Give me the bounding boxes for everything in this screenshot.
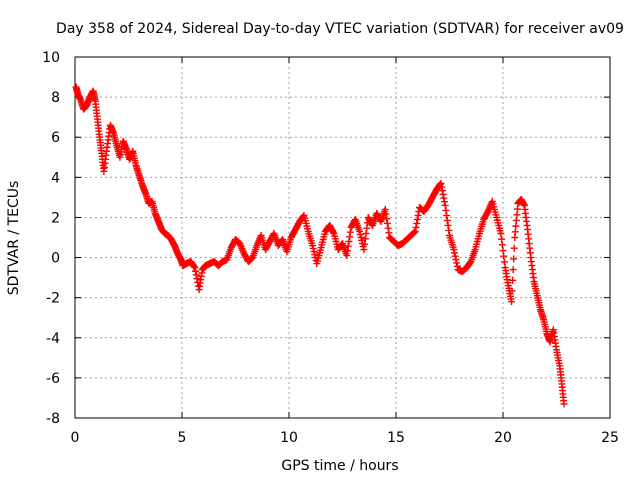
y-tick-label: 8 [51, 90, 60, 106]
data-point [361, 240, 369, 248]
data-point [509, 276, 517, 284]
data-point [329, 228, 337, 236]
data-point [453, 259, 461, 267]
data-point [381, 205, 389, 213]
data-point [412, 223, 420, 231]
data-point [383, 215, 391, 223]
y-axis-label: SDTVAR / TECUs [6, 181, 22, 296]
data-point [383, 219, 391, 227]
data-point [499, 247, 507, 255]
y-tick-label: -8 [46, 411, 60, 427]
data-point [437, 179, 445, 187]
data-points [72, 83, 568, 408]
data-point [346, 233, 354, 241]
y-tick-label: 6 [51, 130, 60, 146]
data-point [439, 190, 447, 198]
data-point [346, 228, 354, 236]
x-tick-labels: 0 5 10 15 20 25 [71, 430, 619, 446]
data-point [452, 256, 460, 264]
data-point [193, 275, 201, 283]
y-tick-label: 0 [51, 251, 60, 267]
data-point [500, 252, 508, 260]
data-point [343, 247, 351, 255]
data-point [360, 246, 368, 254]
data-point [508, 298, 516, 306]
data-point [498, 235, 506, 243]
data-point [444, 221, 452, 229]
data-point [443, 216, 451, 224]
data-point [384, 224, 392, 232]
y-tick-label: 2 [51, 210, 60, 226]
y-tick-label: -6 [46, 371, 60, 387]
grid-lines [75, 57, 610, 418]
x-tick-label: 0 [71, 430, 80, 446]
y-tick-label: -2 [46, 291, 60, 307]
data-point [413, 219, 421, 227]
data-point [451, 252, 459, 260]
data-point [192, 267, 200, 275]
data-point [497, 229, 505, 237]
x-axis-label: GPS time / hours [281, 458, 398, 474]
data-point [361, 235, 369, 243]
data-point [508, 287, 516, 295]
data-point [438, 187, 446, 195]
data-point [362, 229, 370, 237]
data-point [363, 224, 371, 232]
x-tick-label: 25 [601, 430, 619, 446]
data-point [190, 263, 198, 271]
data-point [413, 215, 421, 223]
data-point [382, 210, 390, 218]
data-point [498, 241, 506, 249]
x-tick-label: 5 [178, 430, 187, 446]
data-point [450, 249, 458, 257]
data-point [345, 238, 353, 246]
data-point [414, 211, 422, 219]
axis-ticks [74, 56, 611, 419]
data-point [343, 252, 351, 260]
x-tick-label: 20 [494, 430, 512, 446]
y-tick-label: 4 [51, 170, 60, 186]
data-point [510, 255, 518, 263]
data-point [443, 211, 451, 219]
y-tick-label: 10 [42, 50, 60, 66]
data-point [445, 226, 453, 234]
data-point [500, 258, 508, 266]
data-point [560, 400, 568, 408]
plot-frame [74, 56, 611, 419]
data-point [510, 244, 518, 252]
data-point [191, 264, 199, 272]
data-point [450, 246, 458, 254]
data-point [441, 198, 449, 206]
data-point [192, 271, 200, 279]
data-point [344, 242, 352, 250]
data-point [442, 206, 450, 214]
chart-title: Day 358 of 2024, Sidereal Day-to-day VTE… [56, 21, 624, 37]
data-point [453, 262, 461, 270]
data-point [438, 183, 446, 191]
data-point [411, 227, 419, 235]
data-point [441, 201, 449, 209]
y-tick-labels: -8 -6 -4 -2 0 2 4 6 8 10 [42, 50, 60, 427]
data-point [509, 266, 517, 274]
data-point [440, 194, 448, 202]
x-tick-label: 10 [280, 430, 298, 446]
y-tick-label: -4 [46, 331, 60, 347]
x-tick-label: 15 [387, 430, 405, 446]
data-point [385, 229, 393, 237]
